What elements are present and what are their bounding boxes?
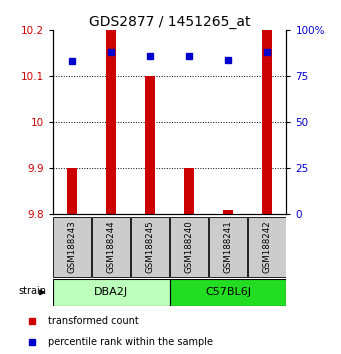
Title: GDS2877 / 1451265_at: GDS2877 / 1451265_at (89, 15, 250, 29)
Text: GSM188245: GSM188245 (146, 221, 155, 273)
Text: C57BL6J: C57BL6J (205, 287, 251, 297)
Bar (106, 30, 116, 214)
Bar (223, 210, 233, 214)
Text: strain: strain (18, 286, 46, 296)
Bar (53, 217, 91, 277)
Bar (53, 279, 169, 306)
Text: transformed count: transformed count (48, 316, 139, 326)
Bar (68, 168, 77, 214)
Bar (92, 217, 130, 277)
Text: GSM188242: GSM188242 (263, 221, 271, 273)
Bar (184, 168, 194, 214)
Bar (248, 217, 286, 277)
Bar (170, 279, 286, 306)
Text: GSM188241: GSM188241 (224, 221, 233, 273)
Bar (170, 217, 208, 277)
Bar (209, 217, 247, 277)
Text: GSM188244: GSM188244 (107, 221, 116, 273)
Bar (262, 30, 272, 214)
Text: percentile rank within the sample: percentile rank within the sample (48, 337, 213, 347)
Text: DBA2J: DBA2J (94, 287, 128, 297)
Bar (131, 217, 169, 277)
Text: GSM188243: GSM188243 (68, 221, 77, 273)
Bar (145, 76, 155, 214)
Text: GSM188240: GSM188240 (184, 221, 194, 273)
